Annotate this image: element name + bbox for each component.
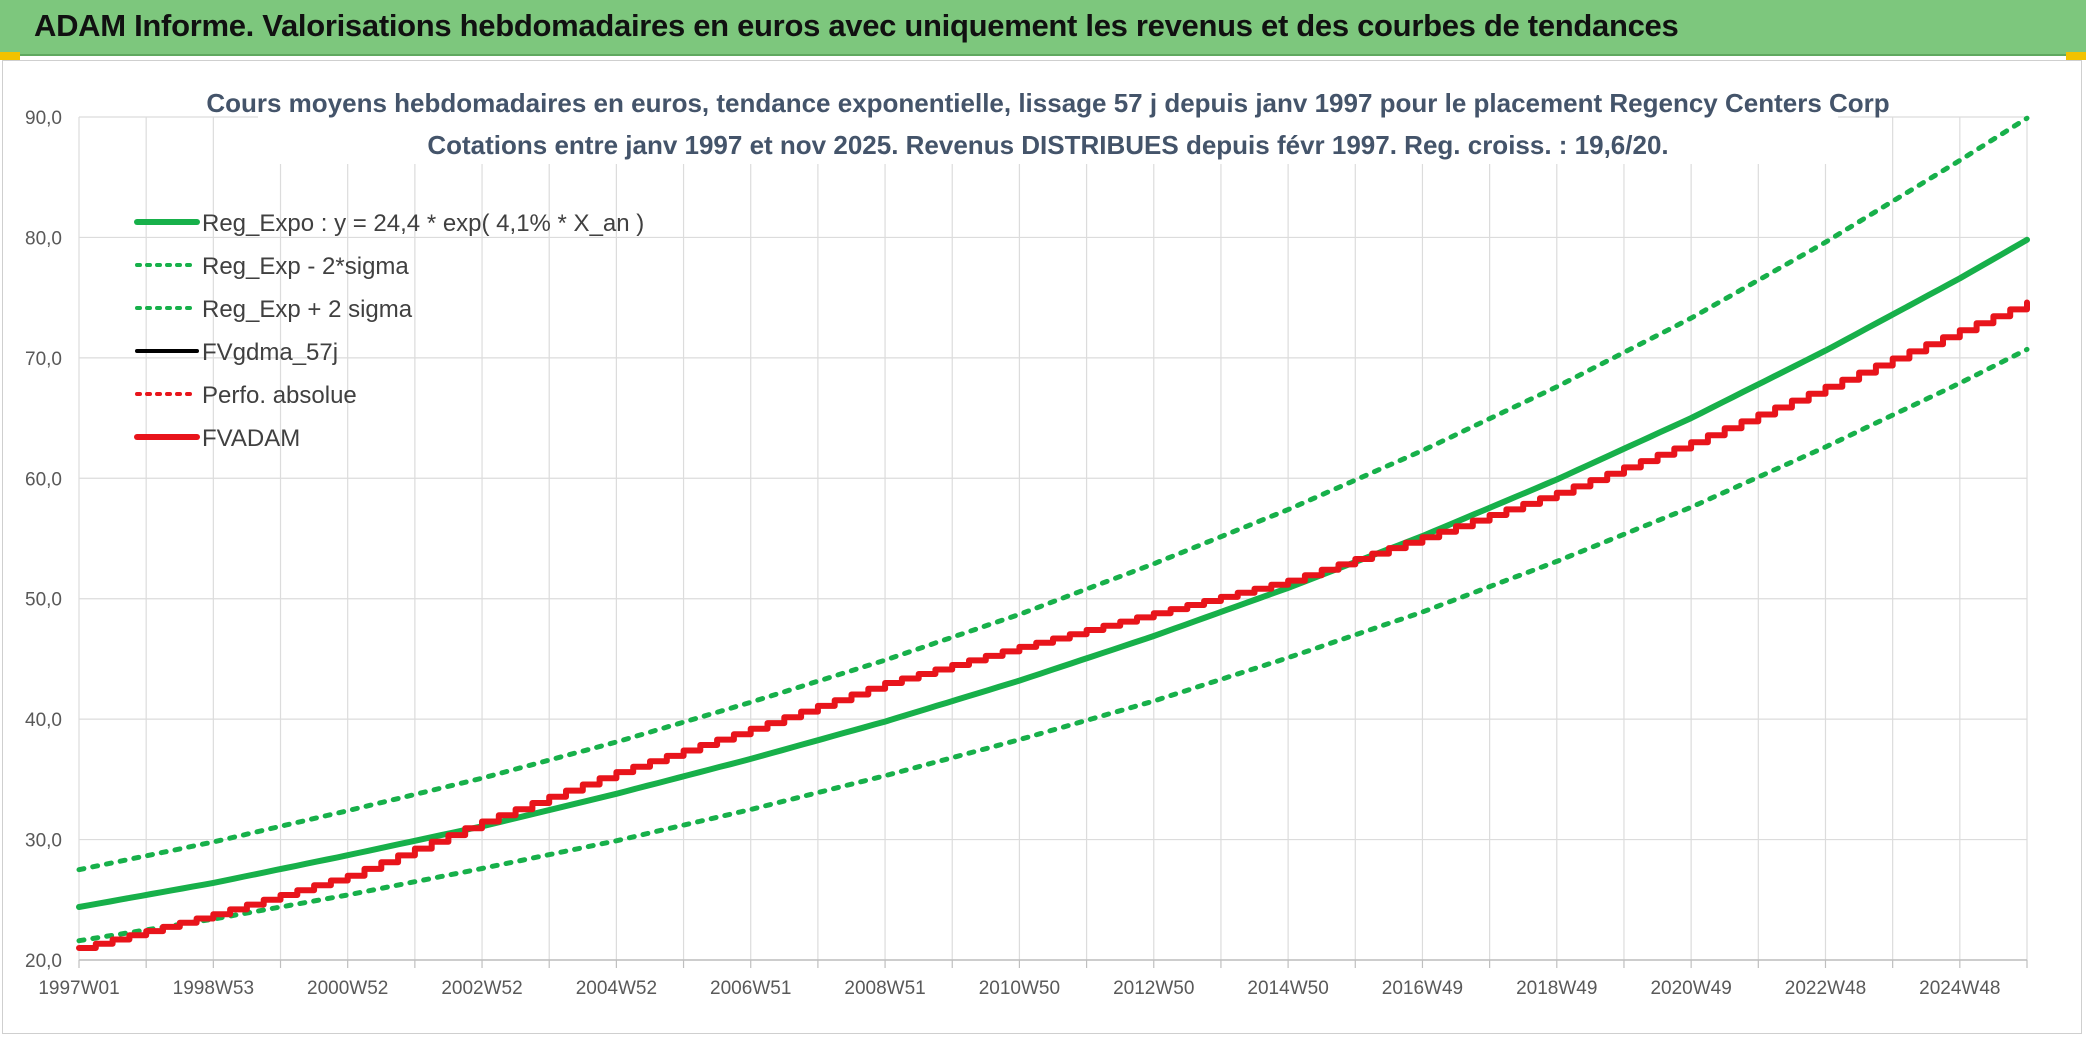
grid-lines [78,116,2028,961]
legend-label: FVADAM [202,425,300,452]
y-tick-label: 90,0 [25,108,62,129]
legend-label: Reg_Exp + 2 sigma [202,296,413,323]
x-tick-label: 2012W50 [1113,978,1194,999]
y-tick-label: 40,0 [25,710,62,731]
x-tick-label: 1998W53 [173,978,254,999]
x-tick-label: 2016W49 [1382,978,1463,999]
y-tick-label: 60,0 [25,469,62,490]
corner-marker-right [2066,52,2086,60]
report-title: ADAM Informe. Valorisations hebdomadaire… [34,8,1679,43]
y-tick-label: 80,0 [25,228,62,249]
y-tick-label: 70,0 [25,349,62,370]
y-tick-label: 20,0 [25,951,62,972]
title-backdrop [258,84,1838,164]
chart-frame [2,60,2082,1034]
x-tick-label: 2014W50 [1247,978,1328,999]
x-tick-label: 2018W49 [1516,978,1597,999]
x-tick-label: 2008W51 [844,978,925,999]
axes [78,959,2028,968]
x-tick-label: 2020W49 [1650,978,1731,999]
series-line-fvadam [76,299,2030,951]
x-tick-label: 2010W50 [979,978,1060,999]
legend-label: Reg_Exp - 2*sigma [202,253,409,280]
legend-label: Reg_Expo : y = 24,4 * exp( 4,1% * X_an ) [202,210,644,237]
series-line-reg-exp-2-sigma [76,346,2030,944]
y-tick-label: 30,0 [25,831,62,852]
legend: Reg_Expo : y = 24,4 * exp( 4,1% * X_an )… [134,210,644,452]
chart-subtitle: Cotations entre janv 1997 et nov 2025. R… [427,130,1668,160]
legend-label: Perfo. absolue [202,382,357,409]
x-tick-label: 1997W01 [38,978,119,999]
report-header: ADAM Informe. Valorisations hebdomadaire… [0,0,2086,56]
x-tick-label: 2000W52 [307,978,388,999]
x-tick-label: 2002W52 [441,978,522,999]
legend-label: FVgdma_57j [202,339,338,366]
series-line-reg-exp-2-sigma [76,115,2030,873]
chart-title: Cours moyens hebdomadaires en euros, ten… [206,88,1889,118]
tick-labels: 20,0 30,0 40,0 50,0 60,0 70,0 80,0 90,0 1997W01 1… [25,108,2000,999]
y-tick-label: 50,0 [25,590,62,611]
x-tick-label: 2024W48 [1919,978,2000,999]
series-line-reg-expo [76,236,2030,910]
x-tick-label: 2004W52 [576,978,657,999]
corner-marker-left [0,52,20,60]
x-tick-label: 2006W51 [710,978,791,999]
series-lines [76,115,2030,951]
x-tick-label: 2022W48 [1785,978,1866,999]
